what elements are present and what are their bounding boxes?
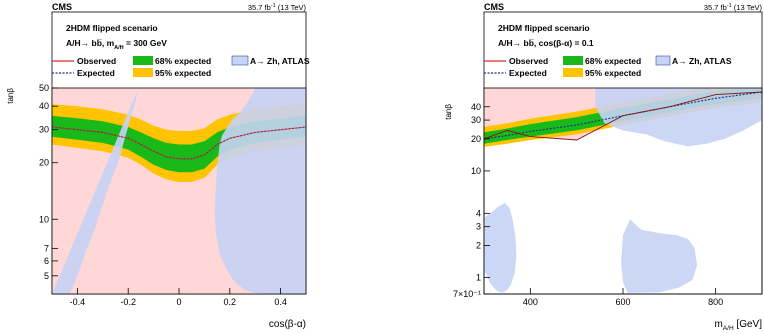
left-y-ticks: 5 6 7 10 20 30 40 50 [39,83,58,281]
left-legend-atlas-swatch [231,55,249,66]
left-y-tick-label: 10 [39,214,49,224]
right-x-ticks: 400 600 800 [523,288,723,307]
right-x-axis-label: mA/H [GeV] [714,319,762,332]
left-x-tick-label: 0.2 [224,297,237,307]
right-legend: 2HDM flipped scenario A/H→ bb̅, cos(β-α)… [484,23,732,78]
right-legend-band68-swatch [563,56,583,65]
left-y-tick-label: 40 [39,101,49,111]
right-y-tick-label: 1 [476,272,481,282]
right-x-tick-label: 600 [615,297,630,307]
right-legend-observed-label: Observed [509,56,548,66]
right-x-axis-label-main: m [714,319,722,330]
right-y-tick-label: 2 [476,240,481,250]
left-y-tick-label: 30 [39,125,49,135]
left-atlas-region-left [52,88,139,294]
right-y-ticks: 7×10⁻¹ 1 2 3 4 10 20 30 40 [453,102,490,299]
right-legend-atlas-label: A→ Zh, ATLAS [672,56,732,66]
left-y-tick-label: 20 [39,158,49,168]
left-legend-band68-swatch [133,56,153,65]
left-panel: CMS 35.7 fb-1 (13 TeV) 2HDM flipped scen… [6,2,310,330]
left-x-tick-label: 0 [176,297,181,307]
right-lumi-exp: -1 [727,3,732,9]
left-legend-process-sub: A/H [114,45,124,51]
right-x-tick-label: 800 [708,297,723,307]
right-y-tick-label: 7×10⁻¹ [453,289,481,299]
left-legend-expected-label: Expected [77,68,115,78]
left-y-tick-label: 7 [44,243,49,253]
left-x-ticks: -0.4 -0.2 0 0.2 0.4 [70,288,287,307]
right-legend-band68-label: 68% expected [585,56,641,66]
right-expected-line [484,91,762,140]
right-legend-band95-label: 95% expected [585,68,641,78]
left-x-tick-label: 0.4 [274,297,287,307]
right-y-tick-label: 3 [476,222,481,232]
left-legend-process-tail: = 300 GeV [124,38,168,48]
left-legend-atlas-label: A→ Zh, ATLAS [250,56,310,66]
right-y-axis-label: tanβ [444,104,453,120]
left-legend-band95-swatch [133,68,153,77]
right-cms-label: CMS [484,2,504,12]
right-atlas-region-top [595,88,762,147]
right-y-tick-label: 20 [471,134,481,144]
right-lumi-label: 35.7 fb-1 (13 TeV) [704,3,763,12]
left-legend: 2HDM flipped scenario A/H→ bb̅, mA/H = 3… [52,23,310,78]
left-x-tick-label: -0.2 [120,297,136,307]
right-y-tick-label: 10 [471,166,481,176]
right-plot-area [484,88,762,293]
left-y-tick-label: 50 [39,83,49,93]
left-plot-area [52,88,306,294]
right-atlas-region-mid [621,219,698,293]
right-legend-scenario: 2HDM flipped scenario [498,23,590,33]
left-lumi-exp: -1 [271,3,276,9]
left-legend-process: A/H→ bb̅, mA/H = 300 GeV [66,38,167,51]
right-y-tick-label: 30 [471,115,481,125]
right-x-tick-label: 400 [523,297,538,307]
right-legend-atlas-swatch [655,55,671,66]
left-y-axis-label: tanβ [6,88,15,104]
right-legend-expected-label: Expected [509,68,547,78]
right-atlas-region-left [484,203,517,293]
right-x-axis-label-unit: [GeV] [734,319,763,330]
left-legend-process-main: A/H→ bb̅, m [66,38,115,48]
right-lumi-energy: (13 TeV) [732,3,763,12]
left-legend-band95-label: 95% expected [155,68,211,78]
right-observed-line [484,91,762,141]
left-observed-line [52,126,306,160]
left-x-tick-label: -0.4 [70,297,86,307]
left-legend-band68-label: 68% expected [155,56,211,66]
right-lumi-value: 35.7 fb [704,3,727,12]
left-y-tick-label: 5 [44,271,49,281]
right-legend-band95-swatch [563,68,583,77]
right-y-tick-label: 4 [476,208,481,218]
left-atlas-region-right [214,88,306,294]
right-y-tick-label: 40 [471,102,481,112]
left-legend-scenario: 2HDM flipped scenario [66,23,158,33]
right-panel: CMS 35.7 fb-1 (13 TeV) 2HDM flipped scen… [444,2,762,332]
right-legend-process: A/H→ bb̅, cos(β-α) = 0.1 [498,38,594,48]
left-lumi-label: 35.7 fb-1 (13 TeV) [248,3,307,12]
left-y-tick-label: 6 [44,256,49,266]
left-cms-label: CMS [52,2,72,12]
right-x-axis-label-sub: A/H [723,325,734,332]
left-lumi-value: 35.7 fb [248,3,271,12]
left-legend-observed-label: Observed [77,56,116,66]
left-lumi-energy: (13 TeV) [276,3,307,12]
left-x-axis-label: cos(β-α) [269,319,306,330]
